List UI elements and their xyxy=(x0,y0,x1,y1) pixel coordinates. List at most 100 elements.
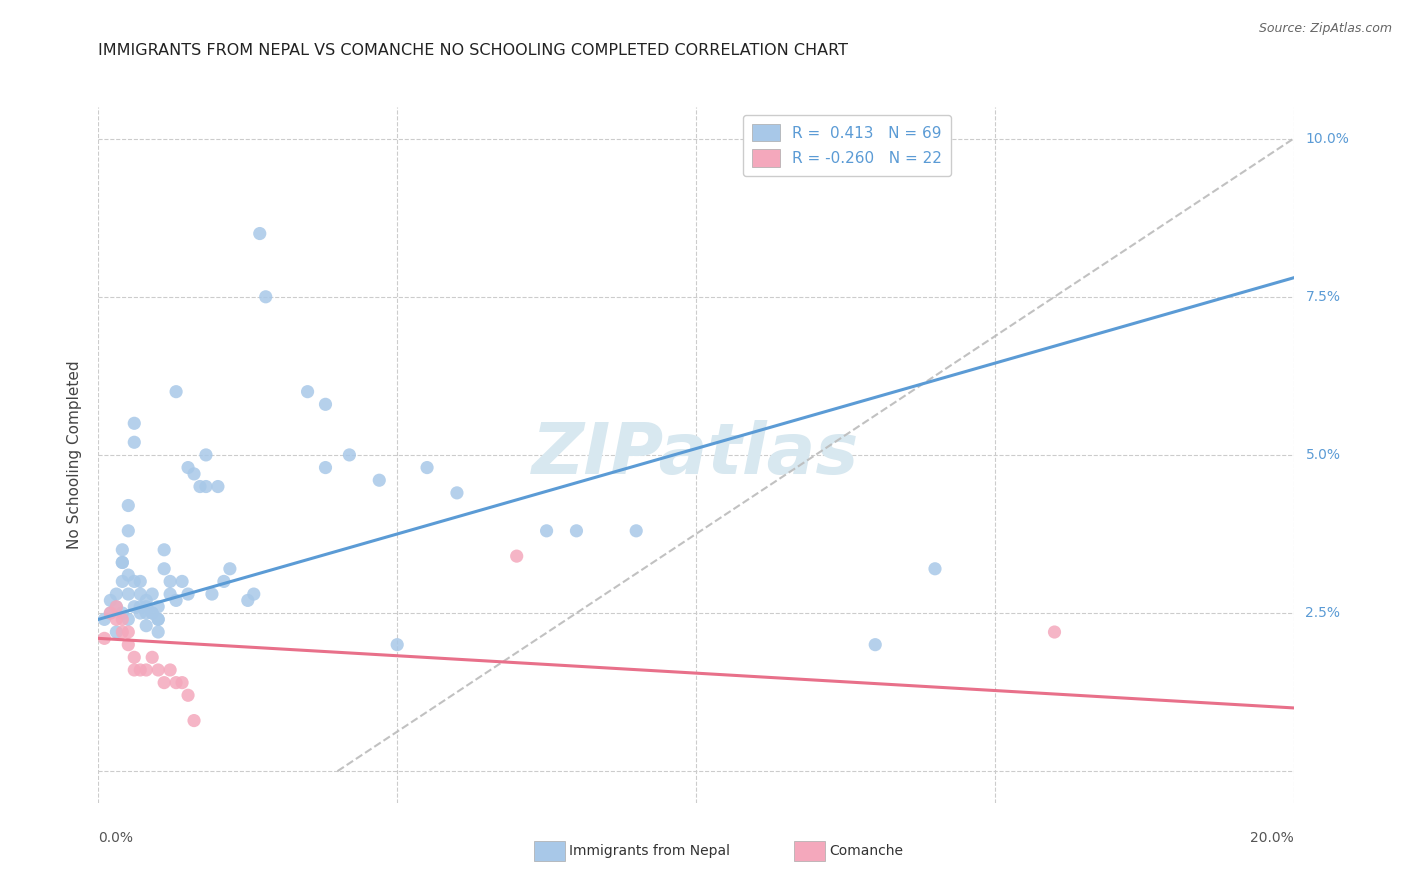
Point xyxy=(1043,625,1066,640)
Point xyxy=(177,587,200,601)
Point xyxy=(148,625,170,640)
Point xyxy=(98,606,122,620)
Point xyxy=(124,574,146,589)
Point xyxy=(135,599,157,614)
Point xyxy=(183,467,205,481)
Point xyxy=(194,448,218,462)
Point xyxy=(315,460,337,475)
Point xyxy=(117,568,139,582)
Point xyxy=(129,663,152,677)
Point xyxy=(165,384,187,399)
Point xyxy=(129,599,152,614)
Point xyxy=(153,675,176,690)
Point xyxy=(141,606,163,620)
Point xyxy=(117,524,139,538)
Point xyxy=(141,650,163,665)
Point xyxy=(124,435,146,450)
Point xyxy=(624,524,647,538)
Point xyxy=(135,606,157,620)
Text: 7.5%: 7.5% xyxy=(1305,290,1340,304)
Point xyxy=(446,486,468,500)
Point xyxy=(536,524,558,538)
Point xyxy=(93,612,115,626)
Point xyxy=(159,663,181,677)
Point xyxy=(177,688,200,702)
Point xyxy=(98,606,122,620)
Point xyxy=(194,479,218,493)
Text: Comanche: Comanche xyxy=(830,844,904,858)
Point xyxy=(129,606,152,620)
Point xyxy=(117,612,139,626)
Point xyxy=(105,599,128,614)
Point xyxy=(148,612,170,626)
Point xyxy=(93,632,115,646)
Text: ZIPatlas: ZIPatlas xyxy=(533,420,859,490)
Point xyxy=(506,549,529,563)
Point xyxy=(141,587,163,601)
Point xyxy=(219,562,242,576)
Legend: R =  0.413   N = 69, R = -0.260   N = 22: R = 0.413 N = 69, R = -0.260 N = 22 xyxy=(744,115,952,176)
Point xyxy=(135,618,157,632)
Y-axis label: No Schooling Completed: No Schooling Completed xyxy=(67,360,83,549)
Point xyxy=(111,574,134,589)
Text: 0.0%: 0.0% xyxy=(98,830,134,845)
Point xyxy=(297,384,319,399)
Point xyxy=(249,227,271,241)
Point xyxy=(254,290,277,304)
Point xyxy=(117,638,139,652)
Point xyxy=(148,599,170,614)
Point xyxy=(172,574,194,589)
Point xyxy=(177,460,200,475)
Point xyxy=(865,638,887,652)
Point xyxy=(159,574,181,589)
Point xyxy=(315,397,337,411)
Point xyxy=(141,606,163,620)
Text: Source: ZipAtlas.com: Source: ZipAtlas.com xyxy=(1258,22,1392,36)
Point xyxy=(105,612,128,626)
Point xyxy=(129,574,152,589)
Point xyxy=(565,524,588,538)
Point xyxy=(924,562,946,576)
Point xyxy=(105,587,128,601)
Point xyxy=(153,562,176,576)
Point xyxy=(111,542,134,557)
Point xyxy=(201,587,224,601)
Point xyxy=(172,675,194,690)
Point xyxy=(243,587,266,601)
Text: Immigrants from Nepal: Immigrants from Nepal xyxy=(569,844,731,858)
Point xyxy=(117,625,139,640)
Point xyxy=(165,593,187,607)
Point xyxy=(105,599,128,614)
Point xyxy=(117,587,139,601)
Point xyxy=(135,593,157,607)
Point xyxy=(148,663,170,677)
Point xyxy=(159,587,181,601)
Text: IMMIGRANTS FROM NEPAL VS COMANCHE NO SCHOOLING COMPLETED CORRELATION CHART: IMMIGRANTS FROM NEPAL VS COMANCHE NO SCH… xyxy=(98,43,848,58)
Point xyxy=(124,599,146,614)
Point xyxy=(129,587,152,601)
Point xyxy=(236,593,259,607)
Point xyxy=(117,499,139,513)
Point xyxy=(153,542,176,557)
Point xyxy=(148,612,170,626)
Point xyxy=(385,638,409,652)
Text: 5.0%: 5.0% xyxy=(1305,448,1340,462)
Point xyxy=(111,606,134,620)
Point xyxy=(105,625,128,640)
Point xyxy=(183,714,205,728)
Point xyxy=(368,473,391,487)
Point xyxy=(212,574,235,589)
Point xyxy=(188,479,211,493)
Text: 20.0%: 20.0% xyxy=(1250,830,1294,845)
Point xyxy=(416,460,439,475)
Point xyxy=(207,479,229,493)
Text: 2.5%: 2.5% xyxy=(1305,606,1340,620)
Point xyxy=(111,556,134,570)
Point xyxy=(124,663,146,677)
Text: 10.0%: 10.0% xyxy=(1305,132,1350,145)
Point xyxy=(165,675,187,690)
Point xyxy=(111,612,134,626)
Point xyxy=(339,448,360,462)
Point xyxy=(124,417,146,431)
Point xyxy=(98,593,122,607)
